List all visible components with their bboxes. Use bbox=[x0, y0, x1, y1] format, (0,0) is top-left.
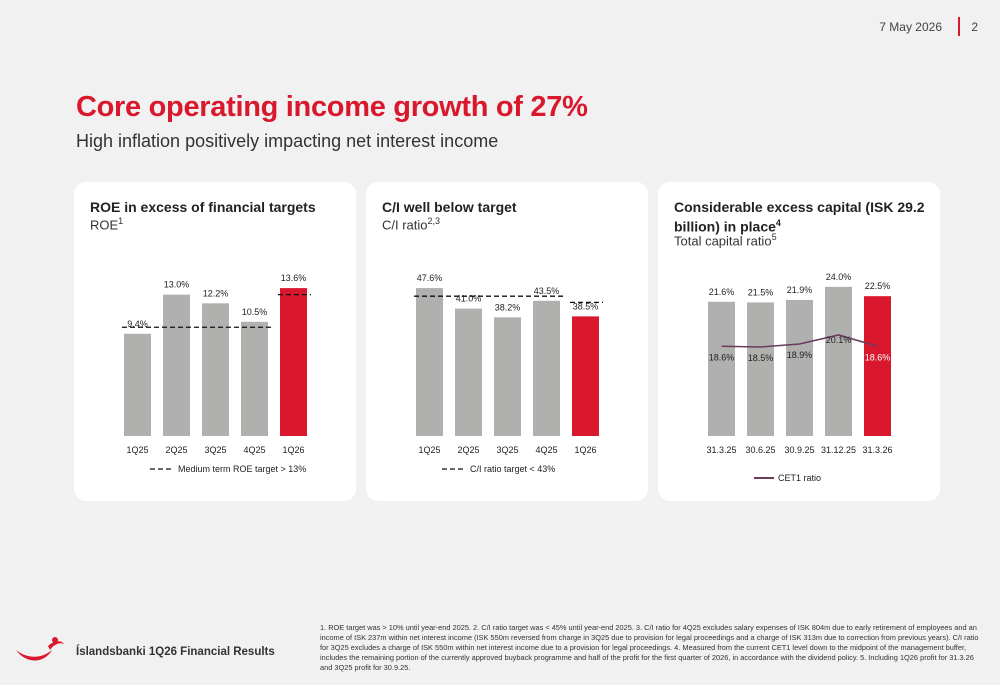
data-label: 13.0% bbox=[164, 280, 190, 290]
bar-4Q25 bbox=[241, 321, 268, 436]
data-label: 38.5% bbox=[573, 301, 599, 311]
x-tick-label: 1Q26 bbox=[574, 445, 596, 455]
cet1-line bbox=[721, 334, 878, 348]
bar-1Q25 bbox=[416, 288, 443, 436]
data-label: 41.0% bbox=[456, 294, 482, 304]
bar-2Q25 bbox=[455, 308, 482, 436]
x-tick-label: 4Q25 bbox=[535, 445, 557, 455]
data-label: 13.6% bbox=[281, 273, 307, 283]
islandsbanki-logo-icon bbox=[16, 637, 64, 661]
page-subtitle: High inflation positively impacting net … bbox=[76, 131, 499, 151]
x-tick-label: 3Q25 bbox=[204, 445, 226, 455]
data-label: 22.5% bbox=[865, 281, 891, 291]
x-tick-label: 1Q25 bbox=[126, 445, 148, 455]
page-title: Core operating income growth of 27% bbox=[76, 91, 588, 123]
x-tick-label: 31.12.25 bbox=[821, 445, 856, 455]
capital-chart: 21.6% 31.3.25 21.5% 30.6.25 21.9% 30.9.25 24.0… bbox=[706, 272, 892, 483]
legend-label: Medium term ROE target > 13% bbox=[178, 464, 306, 474]
x-tick-label: 31.3.25 bbox=[706, 445, 736, 455]
data-label: 47.6% bbox=[417, 273, 443, 283]
x-tick-label: 3Q25 bbox=[496, 445, 518, 455]
panel-subtitle: C/I ratio2,3 bbox=[382, 216, 441, 233]
x-tick-label: 2Q25 bbox=[457, 445, 479, 455]
bar-4Q25 bbox=[533, 300, 560, 436]
bar-3Q25 bbox=[202, 303, 229, 436]
bar-1Q26 bbox=[572, 316, 599, 436]
data-label: 21.6% bbox=[709, 287, 735, 297]
data-label: 24.0% bbox=[826, 272, 852, 282]
data-label: 12.2% bbox=[203, 288, 229, 298]
footnotes: 1. ROE target was > 10% until year-end 2… bbox=[320, 623, 979, 672]
x-tick-label: 30.6.25 bbox=[745, 445, 775, 455]
capital-panel: Considerable excess capital (ISK 29.2 bi… bbox=[658, 182, 940, 501]
x-tick-label: 4Q25 bbox=[243, 445, 265, 455]
panel-title: ROE in excess of financial targets bbox=[90, 199, 316, 215]
panel-subtitle: Total capital ratio5 bbox=[674, 232, 777, 249]
data-label: 43.5% bbox=[534, 286, 560, 296]
cet1-label: 20.1% bbox=[826, 335, 852, 345]
bar-30.6.25 bbox=[747, 302, 774, 436]
cet1-label: 18.5% bbox=[748, 353, 774, 363]
cet1-label: 18.6% bbox=[865, 352, 891, 362]
bar-30.9.25 bbox=[786, 299, 813, 436]
bar-2Q25 bbox=[163, 294, 190, 436]
header-divider bbox=[958, 17, 960, 36]
roe-chart: 9.4% 1Q25 13.0% 2Q25 12.2% 3Q25 10.5% 4Q25 13.6%… bbox=[122, 273, 311, 474]
panel-title: C/I well below target bbox=[382, 199, 517, 215]
cet1-label: 18.9% bbox=[787, 350, 813, 360]
bar-31.3.26 bbox=[864, 296, 891, 436]
x-tick-label: 1Q25 bbox=[418, 445, 440, 455]
ci-panel: C/I well below target C/I ratio2,3 47.6%… bbox=[366, 182, 648, 501]
x-tick-label: 1Q26 bbox=[282, 445, 304, 455]
panel-subtitle: ROE1 bbox=[90, 216, 124, 233]
bar-1Q25 bbox=[124, 333, 151, 436]
data-label: 38.2% bbox=[495, 302, 521, 312]
ci-chart: 47.6% 1Q25 41.0% 2Q25 38.2% 3Q25 43.5% 4Q25 38.5… bbox=[414, 273, 603, 474]
bar-31.12.25 bbox=[825, 286, 852, 436]
data-label: 10.5% bbox=[242, 307, 268, 317]
x-tick-label: 2Q25 bbox=[165, 445, 187, 455]
x-tick-label: 31.3.26 bbox=[862, 445, 892, 455]
page-number: 2 bbox=[971, 20, 978, 34]
legend-label: C/I ratio target < 43% bbox=[470, 464, 555, 474]
bar-1Q26 bbox=[280, 288, 307, 436]
data-label: 21.5% bbox=[748, 287, 774, 297]
bar-3Q25 bbox=[494, 317, 521, 436]
cet1-label: 18.6% bbox=[709, 352, 735, 362]
x-tick-label: 30.9.25 bbox=[784, 445, 814, 455]
header-date: 7 May 2026 bbox=[879, 20, 942, 34]
data-label: 9.4% bbox=[127, 319, 148, 329]
roe-panel: ROE in excess of financial targets ROE1 … bbox=[74, 182, 356, 501]
bar-31.3.25 bbox=[708, 301, 735, 436]
brand-name: Íslandsbanki 1Q26 Financial Results bbox=[76, 646, 275, 658]
panel-title: Considerable excess capital (ISK 29.2 bi… bbox=[674, 199, 925, 235]
data-label: 21.9% bbox=[787, 285, 813, 295]
legend-label: CET1 ratio bbox=[778, 473, 821, 483]
